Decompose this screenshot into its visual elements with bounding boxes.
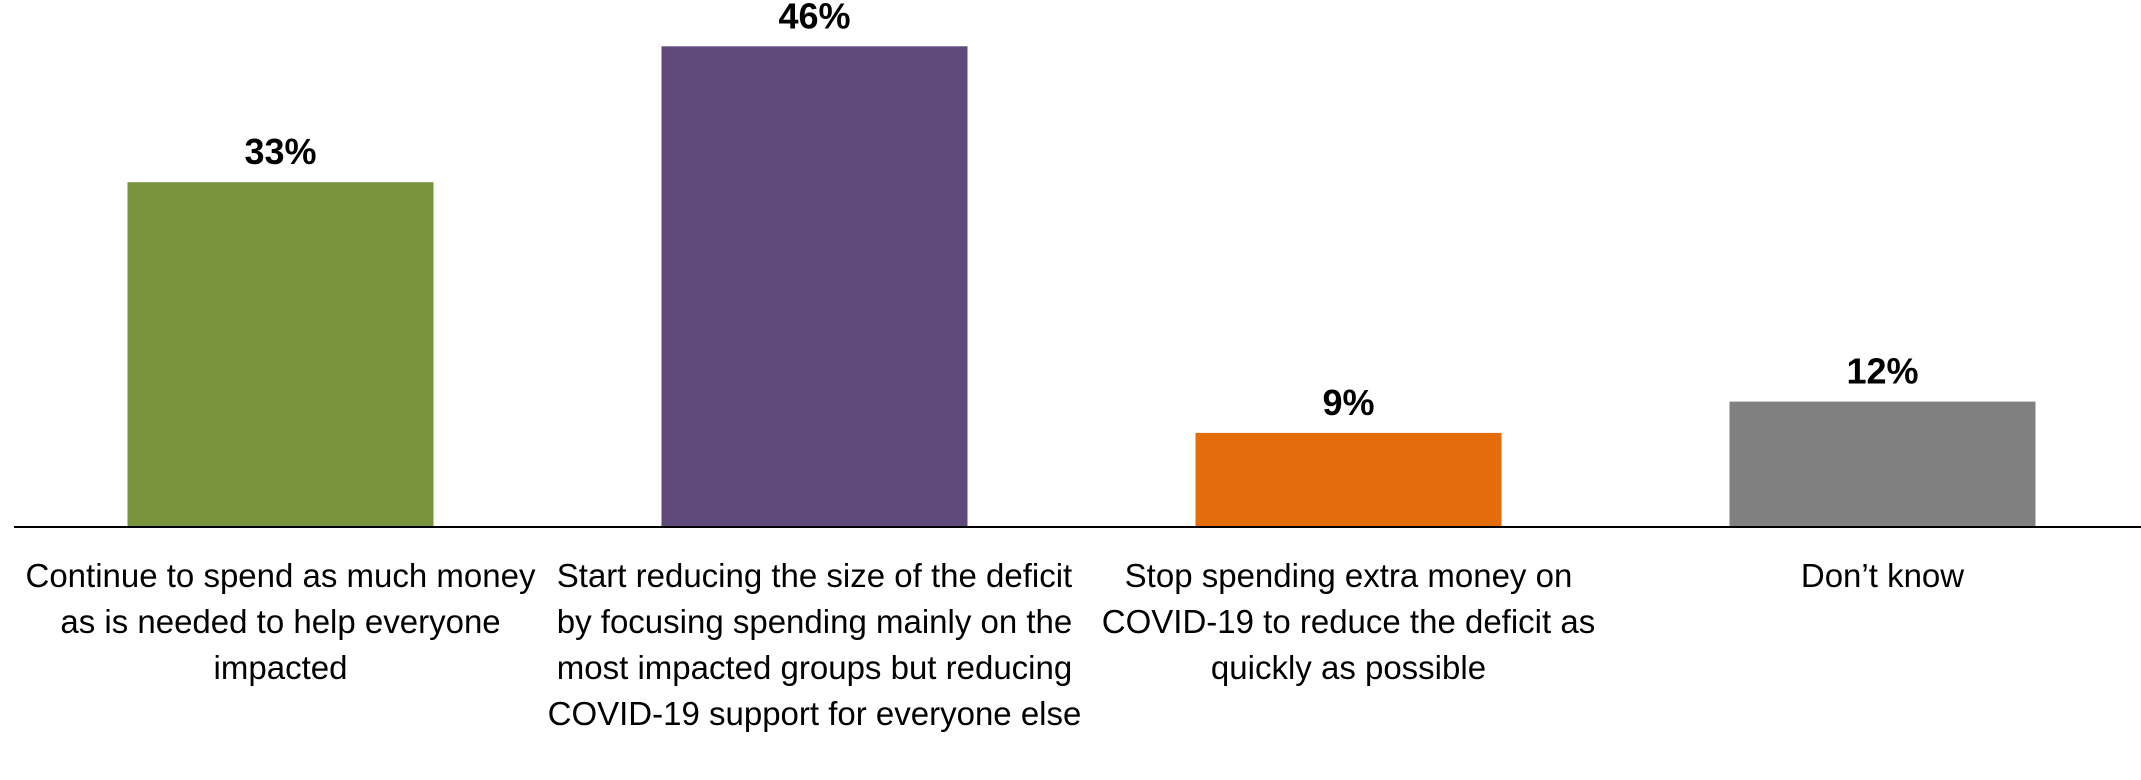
data-label-3: 9%: [1322, 382, 1374, 423]
category-label-3: Stop spending extra money on COVID-19 to…: [1101, 557, 1596, 686]
value-labels-group: 33% 46% 9% 12%: [244, 0, 1918, 423]
bar-1: [127, 182, 434, 527]
category-label-2: Start reducing the size of the deficit b…: [547, 557, 1082, 732]
category-label-1: Continue to spend as much money as is ne…: [25, 557, 536, 686]
bar-3: [1195, 432, 1502, 527]
bars-group: [127, 46, 2036, 528]
data-label-2: 46%: [778, 0, 850, 36]
data-label-1: 33%: [244, 131, 316, 172]
bar-2: [661, 46, 968, 528]
category-label-4: Don’t know: [1800, 557, 1965, 594]
data-label-4: 12%: [1846, 351, 1918, 392]
bar-4: [1729, 401, 2036, 527]
